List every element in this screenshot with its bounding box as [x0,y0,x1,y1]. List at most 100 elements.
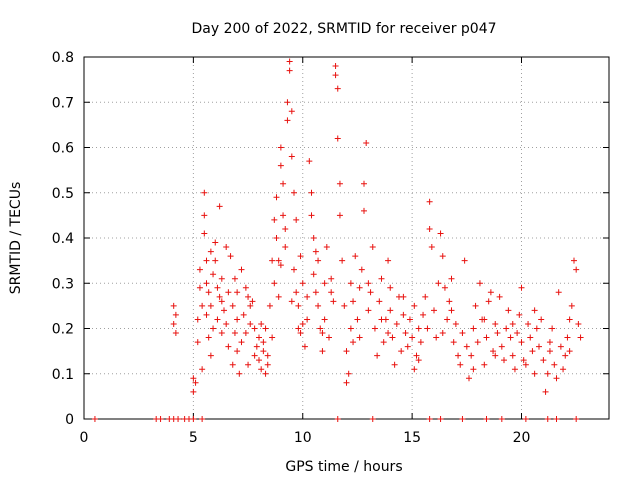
data-point [91,416,98,422]
data-point [439,253,446,260]
data-point [190,416,197,422]
data-point [332,63,339,70]
data-point [273,194,280,201]
data-point [225,289,232,296]
data-point [422,293,429,300]
data-point [334,85,341,92]
y-tick-label: 0.4 [52,231,74,247]
data-point [273,235,280,241]
data-point [560,366,567,373]
data-point [505,307,512,314]
data-point [378,316,385,323]
data-point [385,257,392,264]
data-point [304,293,311,300]
y-tick-label: 0.7 [52,95,74,111]
data-point [234,289,241,296]
data-point [437,230,444,237]
data-point [205,289,212,296]
data-point [196,266,203,273]
data-point [323,244,330,251]
data-point [426,225,433,232]
data-point [315,302,322,309]
data-point [312,289,319,296]
x-tick-label: 5 [189,430,198,446]
data-point [299,320,306,327]
data-point [367,289,374,296]
data-point [280,180,287,187]
data-point [544,416,551,422]
data-point [369,244,376,251]
data-point [553,375,560,382]
data-point [459,330,466,337]
data-point [214,316,221,323]
data-point [236,370,243,377]
data-point [527,334,534,341]
data-point [308,212,315,219]
data-point [356,334,363,341]
data-point [575,320,582,327]
data-point [223,244,230,251]
data-point [157,416,164,422]
data-point [498,343,505,350]
data-point [210,271,217,278]
data-point [262,370,269,377]
data-point [452,320,459,327]
data-point [277,144,284,151]
data-point [194,316,201,323]
data-point [293,289,300,296]
data-point [522,416,529,422]
y-axis-label: SRMTID / TECUs [8,182,24,295]
data-point [448,307,455,314]
data-point [516,311,523,318]
data-point [319,330,326,337]
data-point [332,72,339,79]
data-point [520,357,527,364]
data-point [304,316,311,323]
data-point [201,189,208,196]
data-point [223,320,230,327]
data-point [573,416,580,422]
data-point [455,352,462,359]
data-point [363,139,370,146]
x-axis-label: GPS time / hours [285,459,402,475]
data-point [288,108,295,115]
data-point [190,375,197,382]
data-point [238,339,245,346]
data-point [256,334,262,341]
data-point [339,257,346,264]
data-point [249,298,256,305]
data-point [291,189,297,196]
data-point [315,257,322,264]
data-point [577,334,584,341]
data-point [201,230,208,237]
data-point [234,316,241,323]
data-point [433,334,440,341]
data-point [369,416,376,422]
data-point [321,280,328,287]
x-tick-label: 10 [294,430,312,446]
data-point [400,293,407,300]
data-point [336,212,343,219]
data-point [266,302,273,309]
data-point [406,316,413,323]
data-point [568,302,575,309]
data-point [334,135,341,142]
data-point [192,379,199,386]
data-point [319,348,326,355]
data-point [328,275,335,282]
data-point [291,266,297,273]
data-point [437,416,444,422]
data-point [470,325,477,332]
data-point [494,330,501,337]
data-point [415,357,422,364]
data-point [328,289,335,296]
data-point [538,316,545,323]
data-point [481,361,488,368]
grid [84,57,609,419]
data-point [347,325,354,332]
data-point [218,275,225,282]
data-point [330,298,337,305]
data-point [385,330,392,337]
data-point [199,302,206,309]
